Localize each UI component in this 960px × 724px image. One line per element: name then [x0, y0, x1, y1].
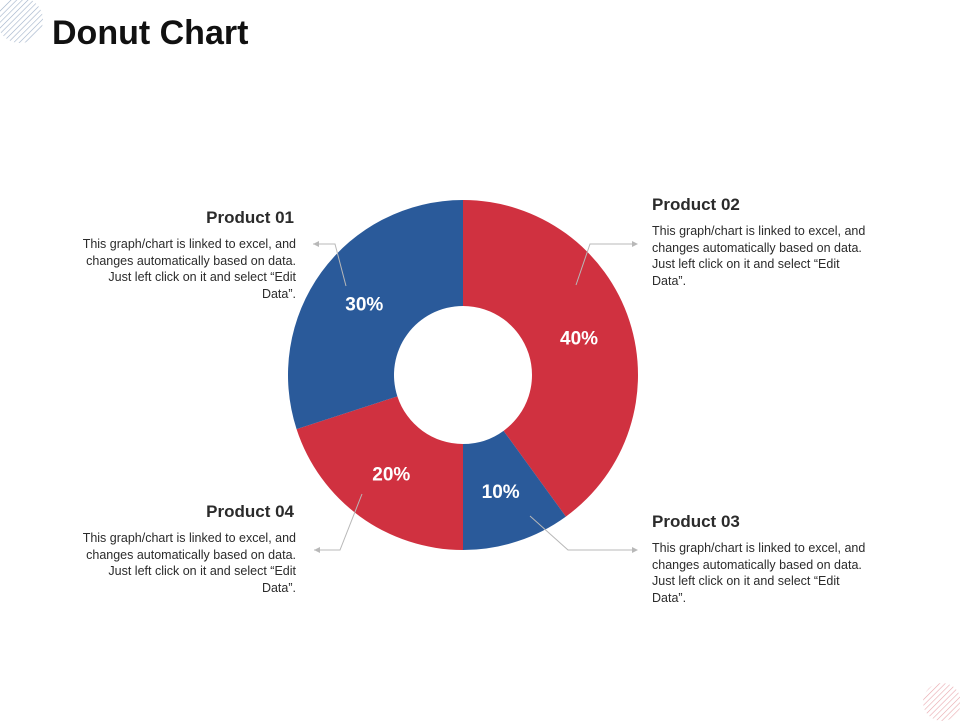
product-02-title: Product 02 [652, 195, 740, 214]
connector-lines [313, 243, 634, 551]
donut-slice-product-01 [288, 199, 463, 430]
data-label-product-01: 30% [345, 294, 383, 315]
data-label-product-04: 20% [372, 465, 410, 486]
product-04-title: Product 04 [206, 502, 294, 521]
data-label-product-02: 40% [560, 328, 598, 349]
donut-data-labels: 40% 10% 20% 30% [345, 294, 598, 503]
connector-product-01 [313, 243, 347, 287]
donut-slice-product-04 [296, 396, 463, 550]
connector-product-04 [314, 493, 363, 551]
product-02-description: This graph/chart is linked to excel, and… [652, 224, 866, 288]
arrow-product-01 [313, 241, 319, 247]
connector-product-03 [529, 515, 634, 551]
decorative-circle-top-left [0, 0, 43, 43]
donut-slices [288, 199, 639, 550]
connector-arrows [313, 241, 638, 553]
arrow-product-04 [314, 547, 320, 553]
connector-product-02 [575, 243, 634, 286]
product-03-description: This graph/chart is linked to excel, and… [652, 541, 866, 605]
data-label-product-03: 10% [482, 482, 520, 503]
arrow-product-02 [632, 241, 638, 247]
product-03-title: Product 03 [652, 512, 740, 531]
donut-slice-product-03 [463, 430, 566, 550]
page-title: Donut Chart [52, 14, 249, 52]
donut-slice-product-02 [463, 200, 639, 517]
product-01-description: This graph/chart is linked to excel, and… [82, 237, 296, 301]
product-04-description: This graph/chart is linked to excel, and… [82, 531, 296, 595]
decorative-circle-bottom-right [923, 683, 960, 721]
arrow-product-03 [632, 547, 638, 553]
product-01-title: Product 01 [206, 208, 294, 227]
